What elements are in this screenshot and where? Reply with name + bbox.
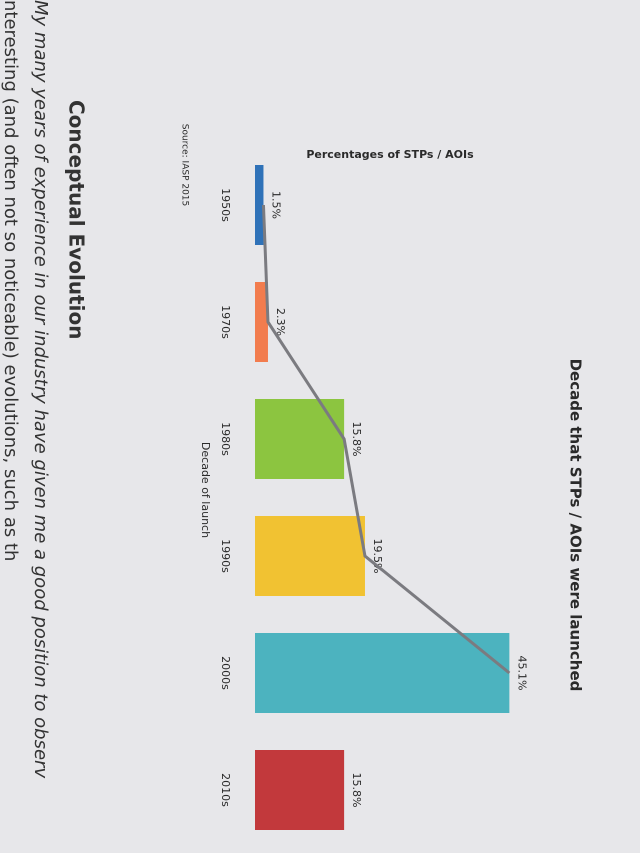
paragraph-line: My many years of experience in our indus…: [30, 0, 51, 778]
x-axis-label: Decade of launch: [199, 442, 212, 538]
x-tick-label: 1950s: [219, 188, 232, 222]
x-tick-label: 1980s: [219, 422, 232, 456]
trend-line: [261, 204, 511, 675]
x-tick-label: 2010s: [219, 773, 232, 807]
bar: [254, 165, 264, 245]
rotated-page: Decade that STPs / AOIs were launched Pe…: [0, 0, 585, 830]
paragraph-line: nteresting (and often not so noticeable)…: [0, 0, 21, 561]
chart-title: Decade that STPs / AOIs were launched: [567, 359, 585, 692]
bar: [254, 282, 268, 362]
x-tick-label: 1970s: [219, 305, 232, 339]
bar: [255, 399, 345, 479]
data-label: 15.8%: [350, 773, 363, 808]
data-label: 15.8%: [350, 422, 363, 457]
data-label: 1.5%: [269, 191, 282, 219]
source: Source: IASP 2015: [180, 124, 190, 207]
x-tick-label: 1990s: [219, 539, 232, 573]
data-label: 2.3%: [274, 308, 287, 336]
bar: [254, 516, 365, 596]
x-tick-label: 2000s: [219, 656, 232, 690]
y-axis-label: Percentages of STPs / AOIs: [306, 148, 474, 161]
bar: [255, 750, 345, 830]
data-label: 45.1%: [515, 656, 528, 691]
heading: Conceptual Evolution: [65, 100, 89, 339]
bar: [255, 633, 510, 713]
